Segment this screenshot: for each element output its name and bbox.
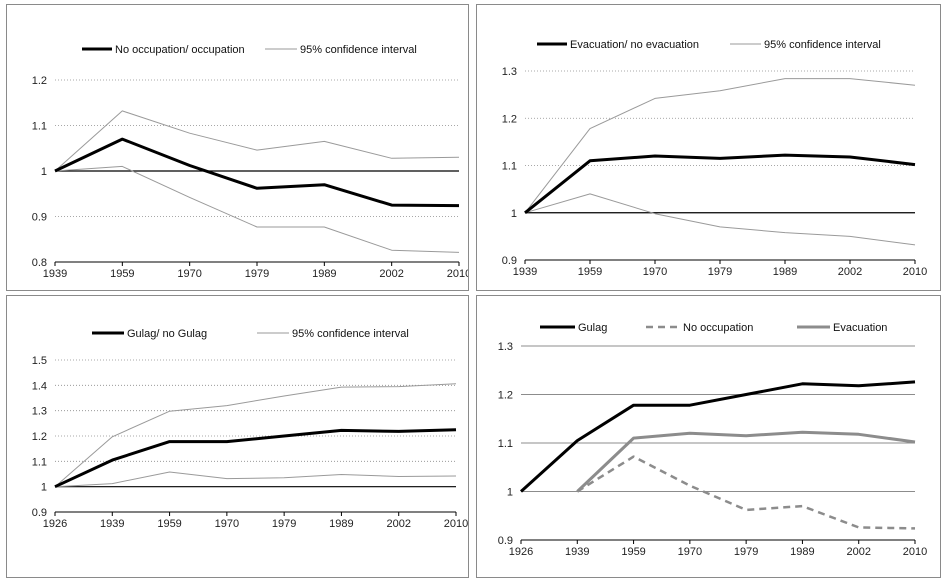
y-tick-label: 1 — [511, 208, 517, 220]
series-line-1 — [54, 428, 457, 489]
y-tick-label: 0.9 — [498, 535, 513, 547]
y-tick-label: 1 — [41, 482, 47, 494]
y-tick-label: 1.1 — [32, 121, 47, 133]
legend-label: No occupation/ occupation — [115, 44, 245, 56]
x-tick-label: 1926 — [43, 518, 67, 530]
x-tick-label: 1926 — [509, 546, 533, 558]
chart-panel-evacuation: 1939 1959 1970 1979 1989 2002 2010 0.9 1 1.1 1.2 1.… — [476, 4, 941, 291]
x-tick-label: 2010 — [447, 268, 468, 280]
x-tick-label: 1939 — [513, 266, 537, 278]
x-tick-label: 2010 — [903, 266, 927, 278]
chart-panel-gulag: 1926 1939 1959 1970 1979 1989 2002 2010 0.9 1 1.1 1… — [6, 295, 469, 578]
x-tick-label: 1939 — [100, 518, 124, 530]
x-tick-label: 1979 — [272, 518, 296, 530]
series-line-1 — [524, 153, 916, 214]
x-tick-label: 2002 — [838, 266, 862, 278]
x-tick-label: 1989 — [329, 518, 353, 530]
y-tick-label: 1.1 — [498, 438, 513, 450]
x-tick-label: 2002 — [846, 546, 870, 558]
y-tick-label: 0.9 — [32, 212, 47, 224]
y-tick-label: 1.2 — [498, 390, 513, 402]
y-tick-label: 1.2 — [32, 75, 47, 87]
x-tick-label: 1939 — [565, 546, 589, 558]
series-line-3 — [54, 165, 460, 253]
y-tick-label: 0.9 — [502, 255, 517, 267]
x-tick-label: 1959 — [110, 268, 134, 280]
y-tick-label: 0.9 — [32, 507, 47, 519]
x-tick-label: 2010 — [903, 546, 927, 558]
y-tick-label: 1.2 — [502, 113, 517, 125]
x-tick-label: 1970 — [678, 546, 702, 558]
x-tick-label: 1959 — [578, 266, 602, 278]
legend-label: No occupation — [683, 322, 753, 334]
series-line-1 — [54, 137, 460, 208]
y-tick-label: 1.3 — [502, 66, 517, 78]
y-tick-label: 0.8 — [32, 257, 47, 269]
x-tick-label: 1939 — [43, 268, 67, 280]
legend-label: 95% confidence interval — [764, 39, 881, 51]
legend-label: Gulag — [578, 322, 607, 334]
series-line-2 — [524, 78, 916, 214]
evacuation-chart: 1939 1959 1970 1979 1989 2002 2010 0.9 1 1.1 1.2 1.… — [502, 39, 928, 278]
chart-panel-occupation: 1939 1959 1970 1979 1989 2002 2010 0.8 0.9 1 1.1 1.… — [6, 4, 469, 291]
x-tick-label: 2002 — [379, 268, 403, 280]
y-tick-label: 1.5 — [32, 355, 47, 367]
x-tick-label: 1959 — [621, 546, 645, 558]
legend-label: Evacuation/ no evacuation — [570, 39, 699, 51]
x-tick-label: 2010 — [444, 518, 468, 530]
legend-label: 95% confidence interval — [292, 328, 409, 340]
x-tick-label: 1989 — [773, 266, 797, 278]
x-tick-label: 1970 — [215, 518, 239, 530]
y-tick-label: 1 — [507, 487, 513, 499]
series-line-2 — [54, 110, 460, 172]
series-line-2 — [576, 455, 916, 530]
series-line-3 — [54, 471, 457, 488]
x-tick-label: 1989 — [312, 268, 336, 280]
gulag-chart: 1926 1939 1959 1970 1979 1989 2002 2010 0.9 1 1.1 1… — [32, 328, 468, 530]
x-tick-label: 1970 — [643, 266, 667, 278]
legend-label: 95% confidence interval — [300, 44, 417, 56]
occupation-chart: 1939 1959 1970 1979 1989 2002 2010 0.8 0.9 1 1.1 1.… — [32, 44, 468, 280]
x-tick-label: 1979 — [708, 266, 732, 278]
y-tick-label: 1.2 — [32, 431, 47, 443]
x-tick-label: 1970 — [177, 268, 201, 280]
y-tick-label: 1.4 — [32, 380, 47, 392]
y-tick-label: 1.1 — [502, 161, 517, 173]
comparison-chart: 1926 1939 1959 1970 1979 1989 2002 2010 0.9 1 1.1 1… — [498, 322, 928, 558]
series-line-2 — [54, 383, 457, 488]
x-tick-label: 2002 — [386, 518, 410, 530]
y-tick-label: 1.3 — [32, 406, 47, 418]
y-tick-label: 1.1 — [32, 456, 47, 468]
series-line-3 — [576, 430, 916, 493]
x-tick-label: 1959 — [157, 518, 181, 530]
chart-panel-comparison: 1926 1939 1959 1970 1979 1989 2002 2010 0.9 1 1.1 1… — [476, 295, 941, 578]
x-tick-label: 1989 — [790, 546, 814, 558]
series-line-1 — [519, 380, 916, 493]
series-line-3 — [524, 193, 916, 246]
legend-label: Evacuation — [833, 322, 887, 334]
y-tick-label: 1 — [41, 166, 47, 178]
legend-label: Gulag/ no Gulag — [127, 328, 207, 340]
y-tick-label: 1.3 — [498, 341, 513, 353]
x-tick-label: 1979 — [734, 546, 758, 558]
x-tick-label: 1979 — [245, 268, 269, 280]
